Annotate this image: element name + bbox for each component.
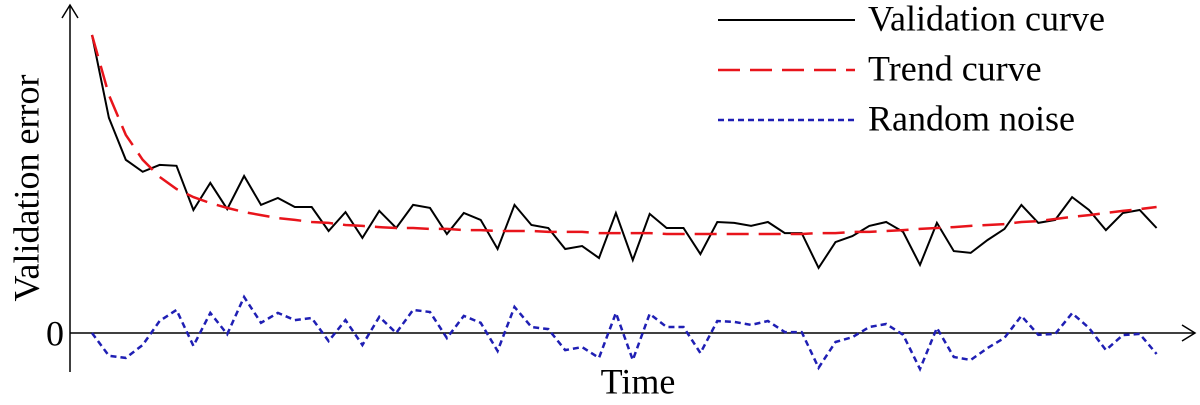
legend-label: Validation curve (868, 0, 1105, 38)
y-arrow (61, 3, 79, 19)
legend-label: Trend curve (868, 48, 1042, 88)
series-line (90, 294, 1158, 373)
y-tick-label: 0 (46, 313, 64, 353)
series-line (90, 34, 1157, 236)
x-axis-label: Time (601, 361, 676, 401)
y-axis-label: Validation error (6, 75, 46, 302)
x-arrow (1181, 324, 1197, 342)
series-line (91, 34, 1158, 270)
legend-label: Random noise (868, 98, 1075, 138)
